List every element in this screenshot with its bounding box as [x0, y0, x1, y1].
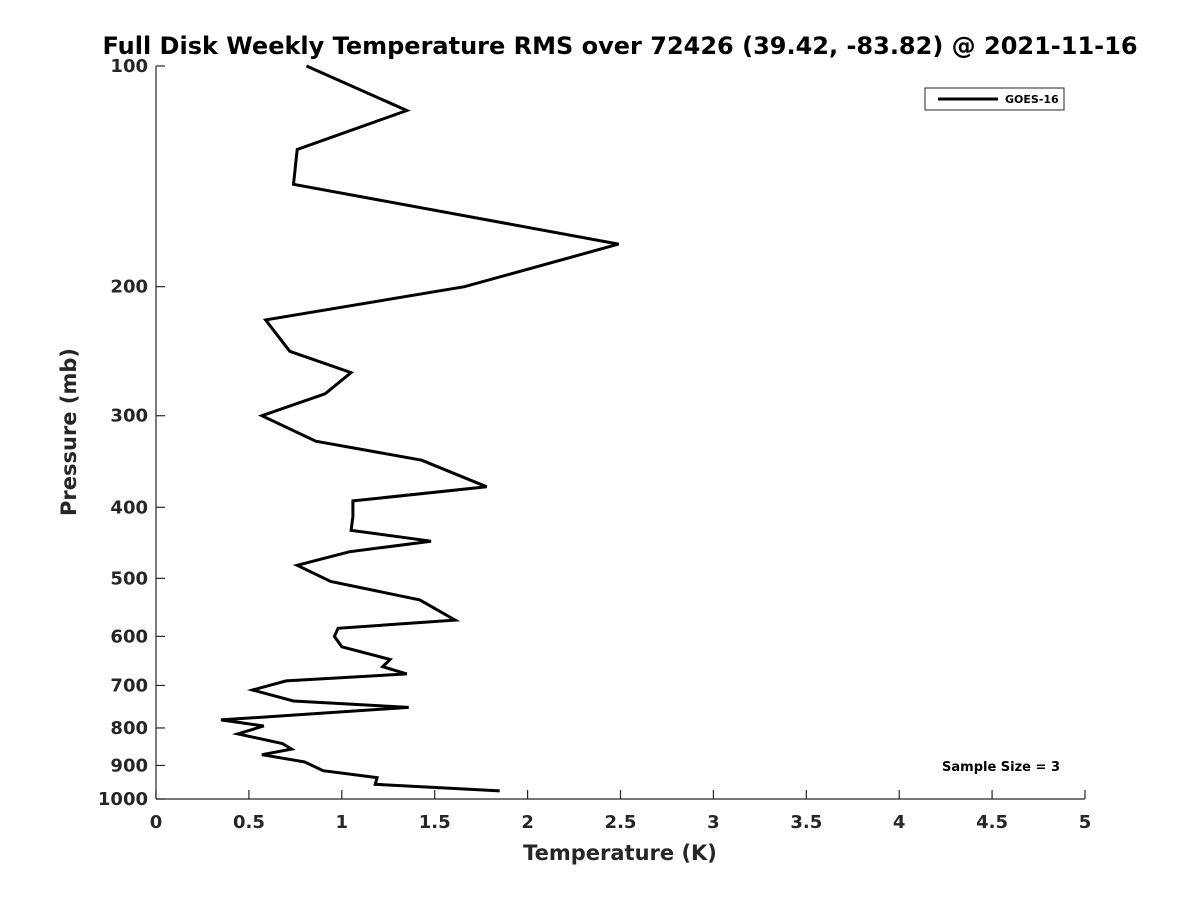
y-tick-label: 200: [110, 277, 148, 298]
y-ticks: 100 200 300 400 500 600 700 800 900 1000: [98, 56, 165, 810]
x-tick-label: 2: [521, 812, 534, 833]
x-axis-label: Temperature (K): [523, 841, 717, 865]
x-tick-label: 3.5: [790, 812, 822, 833]
x-tick-label: 4: [893, 812, 906, 833]
x-tick-label: 1: [336, 812, 349, 833]
chart-title: Full Disk Weekly Temperature RMS over 72…: [102, 32, 1137, 60]
y-tick-label: 1000: [98, 789, 148, 810]
x-tick-label: 0.5: [233, 812, 265, 833]
x-tick-label: 3: [707, 812, 720, 833]
sample-size-annotation: Sample Size = 3: [942, 760, 1060, 775]
y-axis-label: Pressure (mb): [57, 348, 81, 516]
series-layer: [220, 64, 619, 793]
y-tick-label: 400: [110, 497, 148, 518]
x-tick-label: 5: [1079, 812, 1092, 833]
y-tick-label: 500: [110, 568, 148, 589]
x-tick-label: 2.5: [605, 812, 637, 833]
legend-label: GOES-16: [1005, 93, 1059, 106]
y-tick-label: 700: [110, 675, 148, 696]
y-tick-label: 800: [110, 718, 148, 739]
legend: GOES-16: [924, 87, 1065, 111]
x-ticks: 0 0.5 1 1.5 2 2.5 3 3.5 4 4.5 5: [150, 790, 1092, 833]
x-tick-label: 0: [150, 812, 163, 833]
x-tick-label: 1.5: [419, 812, 451, 833]
x-tick-label: 4.5: [976, 812, 1008, 833]
y-tick-label: 100: [110, 56, 148, 77]
y-tick-label: 600: [110, 626, 148, 647]
y-tick-label: 900: [110, 755, 148, 776]
y-tick-label: 300: [110, 406, 148, 427]
series-line-goes-16: [220, 64, 619, 793]
